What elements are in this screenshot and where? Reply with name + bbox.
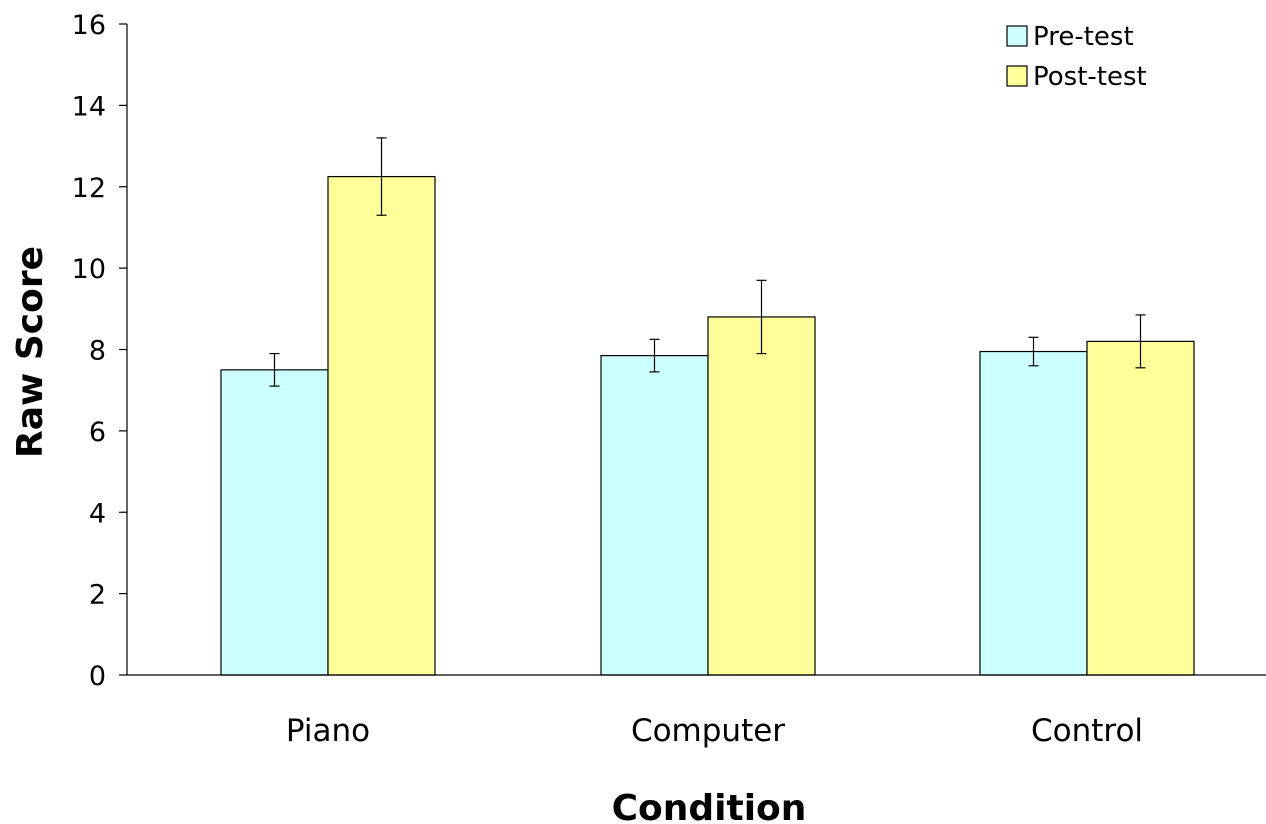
y-axis-title: Raw Score — [10, 246, 51, 458]
legend-label: Post-test — [1033, 62, 1147, 92]
y-tick-label: 8 — [89, 336, 106, 367]
y-tick-label: 2 — [89, 580, 106, 611]
y-tick-label: 10 — [72, 254, 106, 285]
y-tick-label: 12 — [72, 173, 106, 204]
bar-post-test-computer — [707, 316, 816, 676]
plot-area: 0 2 4 6 8 10 12 14 16 Piano Computer Control — [72, 10, 1266, 749]
x-tick-label: Computer — [631, 713, 785, 749]
legend-label: Pre-test — [1033, 22, 1134, 52]
y-tick-label: 4 — [89, 498, 106, 529]
legend: Pre-test Post-test — [1006, 22, 1147, 92]
legend-swatch — [1006, 25, 1028, 47]
bar-pre-test-piano — [220, 369, 329, 676]
bar-post-test-piano — [327, 175, 436, 676]
x-axis-title: Condition — [612, 788, 807, 824]
x-tick-label: Piano — [286, 713, 370, 749]
legend-swatch — [1006, 65, 1028, 87]
bar-pre-test-computer — [600, 355, 709, 676]
y-tick-label: 6 — [89, 417, 106, 448]
bar-pre-test-control — [979, 350, 1088, 676]
bar-post-test-control — [1086, 340, 1195, 676]
y-tick-label: 16 — [72, 10, 106, 41]
x-tick-label: Control — [1031, 713, 1143, 749]
y-tick-label: 0 — [89, 661, 106, 692]
y-tick-label: 14 — [72, 91, 106, 122]
